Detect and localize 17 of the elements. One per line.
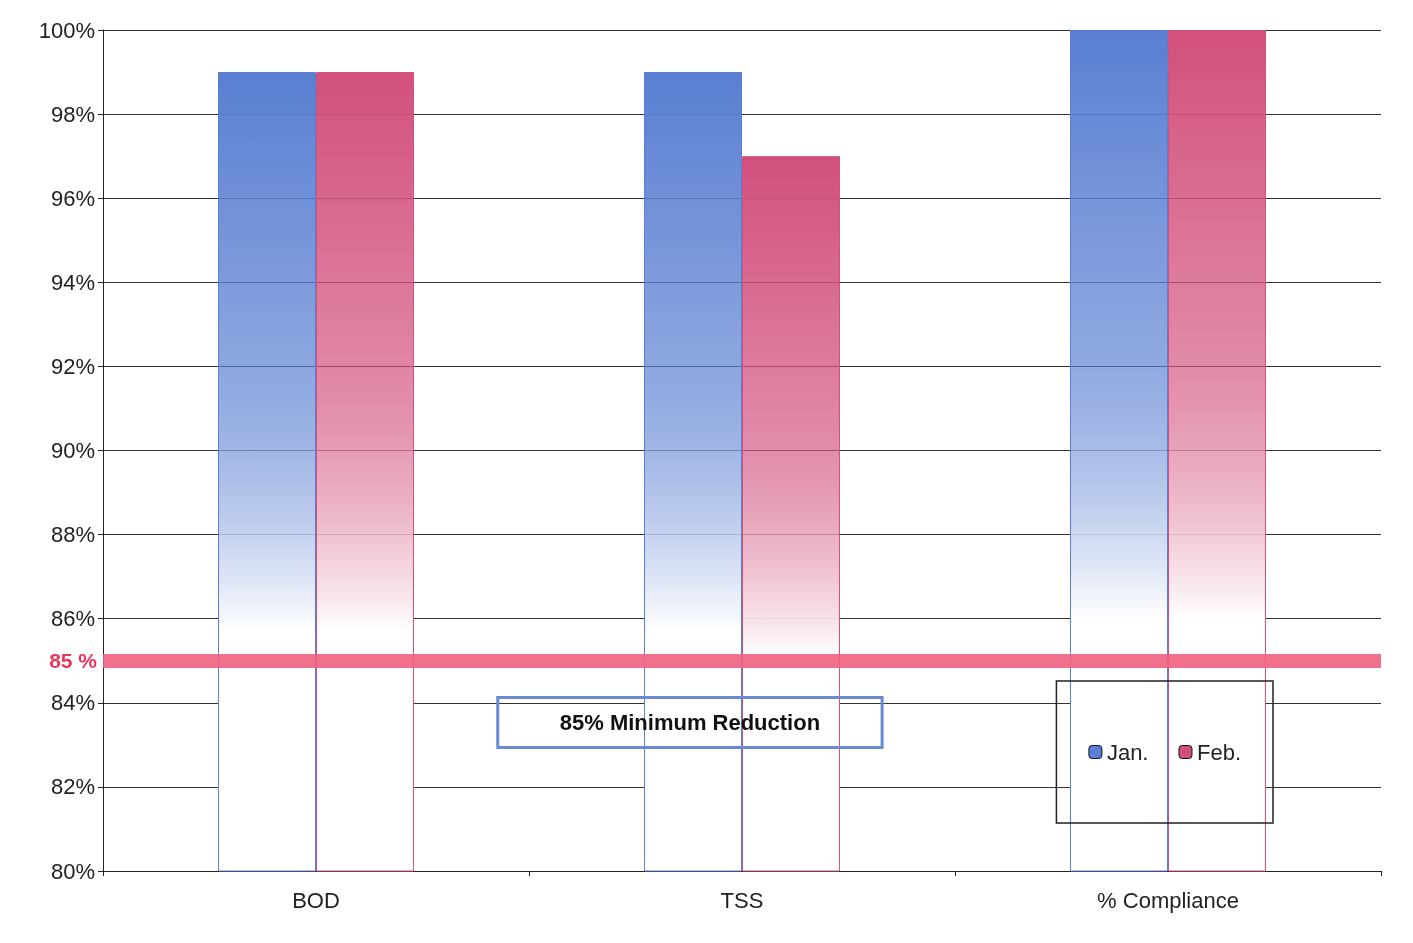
y-tick-label: 80%	[50, 858, 95, 884]
y-tick-label: 94%	[50, 269, 95, 295]
x-tick-label: BOD	[292, 887, 340, 913]
x-tick-label: TSS	[720, 887, 764, 913]
legend-label: Feb.	[1196, 739, 1242, 765]
y-tick-label: 82%	[50, 774, 95, 800]
y-tick-label: 88%	[50, 522, 95, 548]
ref-line-label: 85 %	[49, 649, 98, 673]
y-tick-label: 96%	[50, 185, 95, 211]
y-tick-label: 84%	[50, 690, 95, 716]
y-tick-label: 90%	[50, 438, 95, 463]
y-tick-label: 92%	[50, 353, 95, 379]
x-tick-label: % Compliance	[1097, 887, 1239, 913]
y-tick-label: 100%	[38, 17, 95, 43]
legend-label: Jan.	[1106, 739, 1149, 765]
y-tick-label: 86%	[50, 606, 95, 632]
y-tick-label: 98%	[50, 101, 95, 127]
